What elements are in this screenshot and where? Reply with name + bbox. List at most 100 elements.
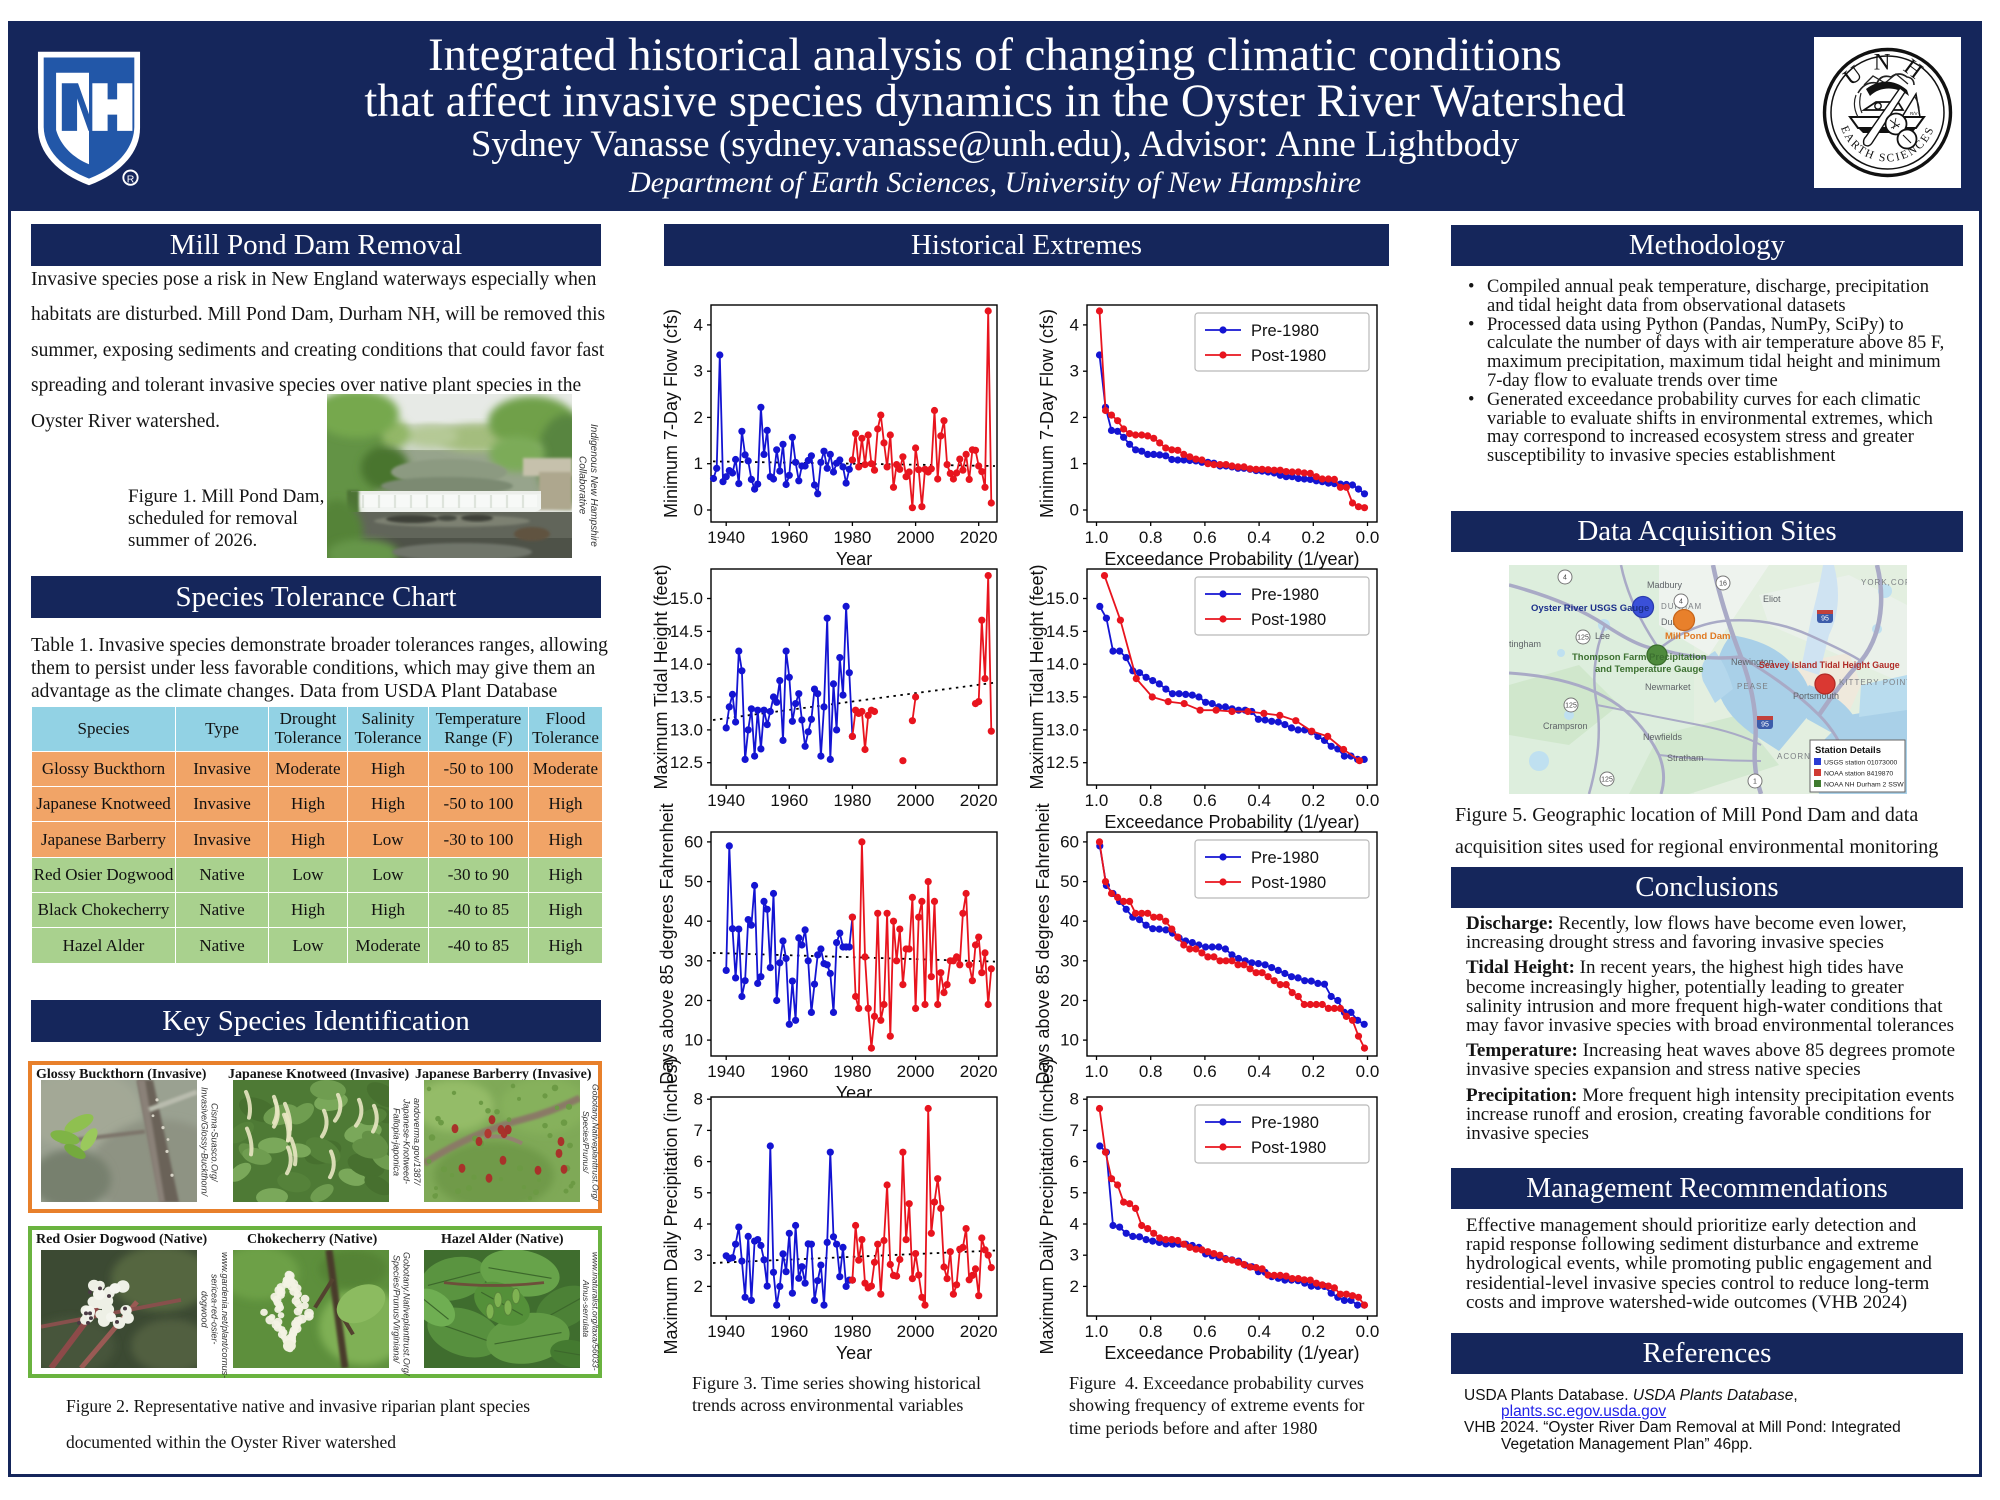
svg-text:14.5: 14.5 <box>670 622 703 641</box>
svg-text:13.0: 13.0 <box>670 720 703 739</box>
svg-text:tingham: tingham <box>1509 639 1541 649</box>
svg-text:4: 4 <box>1563 575 1567 582</box>
svg-text:14.0: 14.0 <box>670 655 703 674</box>
svg-text:0: 0 <box>694 501 703 520</box>
svg-text:Maximum Tidal Height (feet): Maximum Tidal Height (feet) <box>1027 564 1047 789</box>
svg-text:0.8: 0.8 <box>1139 1322 1163 1341</box>
svg-text:0.2: 0.2 <box>1301 528 1325 547</box>
svg-text:Post-1980: Post-1980 <box>1251 611 1326 629</box>
svg-text:0.2: 0.2 <box>1301 1322 1325 1341</box>
svg-text:3: 3 <box>1070 1246 1079 1265</box>
svg-text:1.0: 1.0 <box>1085 1062 1109 1081</box>
svg-text:NOAA station 8419870: NOAA station 8419870 <box>1824 771 1893 778</box>
svg-text:0.0: 0.0 <box>1356 1322 1380 1341</box>
svg-text:12.5: 12.5 <box>670 753 703 772</box>
svg-text:125: 125 <box>1601 777 1613 784</box>
svg-text:PEASE: PEASE <box>1737 682 1769 691</box>
svg-text:1980: 1980 <box>833 528 871 547</box>
svg-text:60: 60 <box>684 832 703 851</box>
svg-text:12.5: 12.5 <box>1046 753 1079 772</box>
svg-text:15.0: 15.0 <box>670 589 703 608</box>
svg-text:1940: 1940 <box>707 1322 745 1341</box>
svg-text:60: 60 <box>1060 832 1079 851</box>
svg-text:Portsmouth: Portsmouth <box>1793 691 1839 701</box>
svg-text:Pre-1980: Pre-1980 <box>1251 1114 1319 1132</box>
svg-text:1980: 1980 <box>833 1322 871 1341</box>
svg-text:Thompson Farm Precipitation: Thompson Farm Precipitation <box>1572 652 1707 663</box>
svg-text:6: 6 <box>1070 1152 1079 1171</box>
svg-text:5: 5 <box>1070 1183 1079 1202</box>
svg-text:7: 7 <box>1070 1121 1079 1140</box>
svg-text:10: 10 <box>1060 1031 1079 1050</box>
svg-text:Crampsron: Crampsron <box>1543 721 1588 731</box>
svg-text:4: 4 <box>694 1215 703 1234</box>
svg-text:Station Details: Station Details <box>1815 745 1881 756</box>
svg-text:16: 16 <box>1719 581 1727 588</box>
svg-text:1960: 1960 <box>770 791 808 810</box>
svg-text:Maximum Daily Precipitation (i: Maximum Daily Precipitation (inches) <box>1037 1058 1057 1354</box>
svg-text:8: 8 <box>694 1090 703 1109</box>
svg-text:Post-1980: Post-1980 <box>1251 874 1326 892</box>
svg-text:4: 4 <box>1070 315 1079 334</box>
svg-text:0.6: 0.6 <box>1193 1062 1217 1081</box>
svg-text:0.0: 0.0 <box>1356 528 1380 547</box>
svg-text:1960: 1960 <box>770 1322 808 1341</box>
svg-text:1960: 1960 <box>770 1062 808 1081</box>
svg-text:Pre-1980: Pre-1980 <box>1251 322 1319 340</box>
svg-text:0.4: 0.4 <box>1247 1322 1271 1341</box>
svg-text:Maximum Tidal Height (feet): Maximum Tidal Height (feet) <box>651 564 671 789</box>
svg-text:1.0: 1.0 <box>1085 1322 1109 1341</box>
svg-text:40: 40 <box>1060 912 1079 931</box>
svg-text:14.5: 14.5 <box>1046 622 1079 641</box>
svg-text:13.0: 13.0 <box>1046 720 1079 739</box>
svg-text:0.6: 0.6 <box>1193 528 1217 547</box>
svg-text:R: R <box>127 174 135 185</box>
svg-text:USGS station 01073000: USGS station 01073000 <box>1824 760 1898 767</box>
svg-text:Post-1980: Post-1980 <box>1251 347 1326 365</box>
svg-text:Days above 85 degrees Fahrenhe: Days above 85 degrees Fahrenheit <box>657 803 677 1084</box>
svg-text:40: 40 <box>684 912 703 931</box>
svg-text:2: 2 <box>1070 408 1079 427</box>
svg-text:2: 2 <box>694 1277 703 1296</box>
svg-text:20: 20 <box>1060 991 1079 1010</box>
svg-text:Minimum 7-Day Flow (cfs): Minimum 7-Day Flow (cfs) <box>1037 309 1057 518</box>
svg-text:8: 8 <box>1070 1090 1079 1109</box>
svg-text:5: 5 <box>694 1183 703 1202</box>
svg-text:2020: 2020 <box>960 528 998 547</box>
svg-text:50: 50 <box>684 872 703 891</box>
svg-text:2000: 2000 <box>897 528 935 547</box>
svg-text:Lee: Lee <box>1595 631 1610 641</box>
svg-text:1940: 1940 <box>707 791 745 810</box>
svg-text:2020: 2020 <box>960 1322 998 1341</box>
svg-text:1: 1 <box>694 454 703 473</box>
svg-text:Pre-1980: Pre-1980 <box>1251 849 1319 867</box>
svg-text:0.8: 0.8 <box>1139 791 1163 810</box>
svg-text:Exceedance Probability (1/year: Exceedance Probability (1/year) <box>1104 1343 1359 1363</box>
svg-text:2000: 2000 <box>897 1322 935 1341</box>
svg-text:1.0: 1.0 <box>1085 528 1109 547</box>
svg-text:1980: 1980 <box>833 791 871 810</box>
svg-text:1: 1 <box>1070 454 1079 473</box>
svg-text:2: 2 <box>1070 1277 1079 1296</box>
svg-text:Stratham: Stratham <box>1667 753 1704 763</box>
svg-text:10: 10 <box>684 1031 703 1050</box>
svg-text:Newmarket: Newmarket <box>1645 682 1691 692</box>
svg-text:Newington: Newington <box>1731 657 1774 667</box>
svg-text:0.0: 0.0 <box>1356 791 1380 810</box>
svg-text:4: 4 <box>1679 599 1683 606</box>
svg-text:4: 4 <box>1070 1215 1079 1234</box>
svg-text:Maximum Daily Precipitation (i: Maximum Daily Precipitation (inches) <box>661 1058 681 1354</box>
svg-text:0: 0 <box>1070 501 1079 520</box>
svg-text:6: 6 <box>694 1152 703 1171</box>
svg-text:13.5: 13.5 <box>1046 688 1079 707</box>
svg-text:0.2: 0.2 <box>1301 1062 1325 1081</box>
svg-text:0.6: 0.6 <box>1193 791 1217 810</box>
svg-text:3: 3 <box>694 1246 703 1265</box>
svg-text:50: 50 <box>1060 872 1079 891</box>
svg-text:Newfields: Newfields <box>1643 732 1683 742</box>
svg-text:0.8: 0.8 <box>1139 528 1163 547</box>
svg-text:Eliot: Eliot <box>1763 594 1781 604</box>
svg-text:Year: Year <box>836 1343 872 1363</box>
svg-text:20: 20 <box>684 991 703 1010</box>
svg-text:4: 4 <box>694 315 703 334</box>
